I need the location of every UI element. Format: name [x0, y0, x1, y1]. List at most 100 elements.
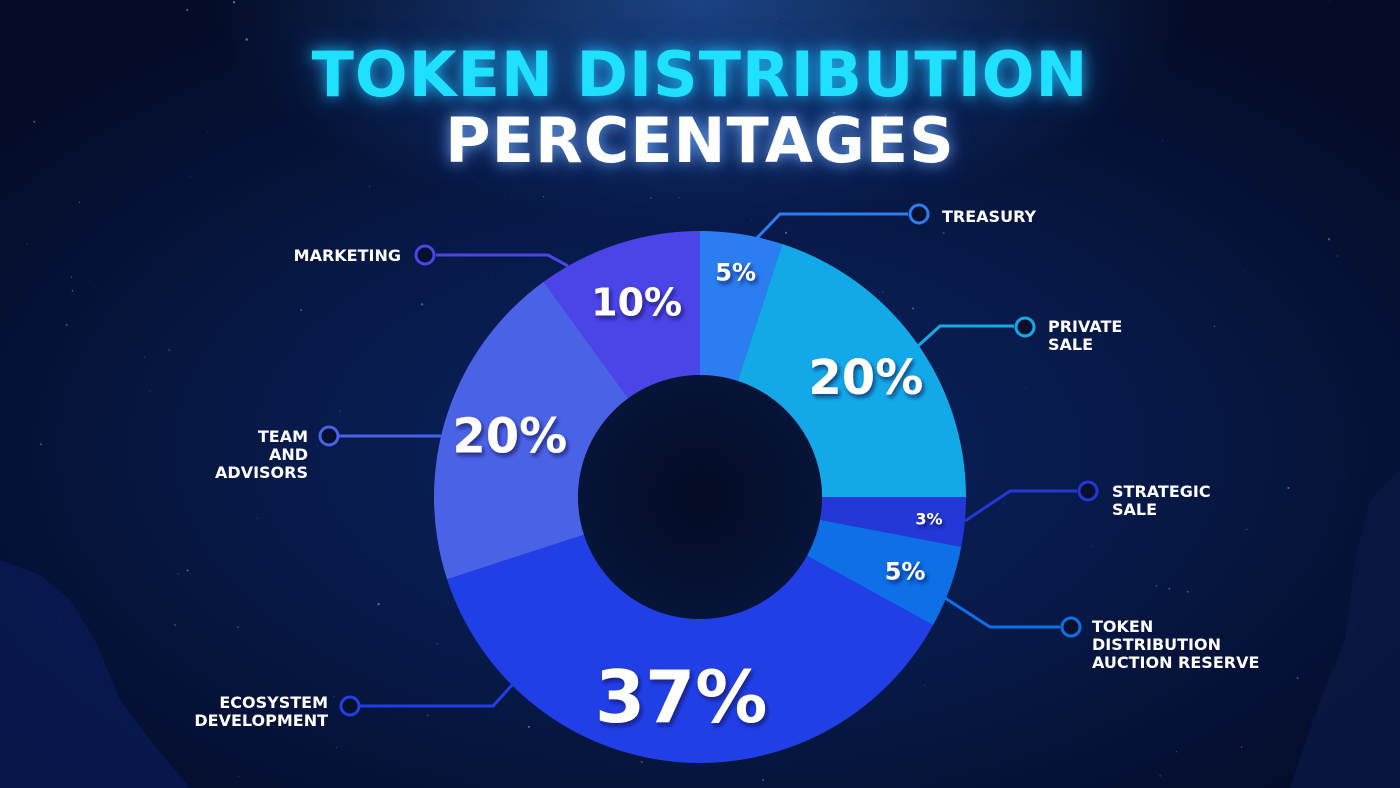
leader-line-token-distribution-auction-reserve: [944, 596, 1060, 629]
donut-hole: [578, 375, 822, 619]
star: [157, 258, 159, 259]
star: [0, 383, 1, 385]
star: [245, 38, 248, 41]
star: [354, 373, 356, 374]
star: [420, 303, 424, 306]
legend-label-line: AND: [269, 445, 308, 464]
slice-ecosystem-development: [447, 534, 934, 764]
star: [884, 114, 887, 117]
star: [939, 123, 942, 126]
star: [71, 290, 74, 292]
star: [1336, 255, 1338, 257]
star: [527, 725, 530, 728]
star: [775, 18, 777, 20]
slice-marketing: [543, 231, 700, 399]
star: [1243, 271, 1245, 272]
star: [235, 29, 237, 30]
star: [566, 175, 568, 177]
star: [1186, 590, 1189, 593]
star: [89, 279, 91, 281]
star: [503, 197, 505, 198]
star: [882, 291, 884, 293]
star: [189, 175, 192, 178]
star: [426, 714, 429, 717]
star: [436, 642, 439, 645]
star: [921, 120, 924, 123]
star: [542, 196, 544, 198]
star: [1246, 528, 1248, 531]
leader-line-strategic-sale: [964, 489, 1077, 523]
star: [18, 192, 20, 194]
star: [691, 40, 693, 42]
star: [114, 113, 115, 114]
star: [762, 779, 764, 781]
star: [1329, 0, 1331, 2]
star: [784, 231, 788, 234]
star: [173, 623, 177, 627]
title-line-2: PERCENTAGES: [445, 104, 955, 177]
star: [1345, 479, 1347, 481]
star: [257, 517, 258, 519]
slice-strategic-sale: [819, 497, 966, 547]
star: [386, 277, 388, 279]
star: [492, 275, 493, 277]
star: [647, 122, 649, 125]
star: [26, 243, 28, 245]
leader-line-marketing: [436, 253, 569, 268]
legend-label-line: DEVELOPMENT: [194, 711, 328, 730]
star: [1003, 503, 1005, 505]
star: [368, 185, 371, 188]
star: [462, 21, 464, 22]
slice-token-distribution-auction-reserve: [806, 519, 962, 626]
legend-marker-ecosystem-development: [339, 695, 361, 717]
star: [33, 120, 36, 123]
star: [176, 572, 180, 576]
star: [1251, 447, 1253, 449]
star: [1091, 545, 1093, 547]
legend-label-private-sale: PRIVATE SALE: [1048, 317, 1122, 354]
rock-silhouette-right: [1290, 470, 1400, 788]
star: [377, 602, 380, 606]
star: [474, 81, 477, 84]
star: [649, 196, 652, 200]
legend-marker-team-and-advisors: [318, 425, 340, 447]
slice-value-label-private-sale: 20%: [808, 350, 923, 406]
star: [338, 410, 341, 413]
legend-marker-private-sale: [1014, 316, 1036, 338]
legend-label-line: ADVISORS: [215, 463, 308, 482]
star: [336, 747, 338, 749]
star: [207, 131, 209, 133]
legend-marker-token-distribution-auction-reserve: [1060, 616, 1082, 638]
star: [1123, 324, 1124, 325]
legend-label-line: TEAM: [258, 427, 308, 446]
legend-marker-marketing: [414, 244, 436, 266]
slice-team-and-advisors: [433, 281, 629, 580]
star: [1161, 140, 1163, 142]
legend-label-line: TREASURY: [942, 207, 1037, 226]
legend-label-line: TOKEN: [1092, 617, 1153, 636]
leader-line-ecosystem-development: [360, 682, 515, 708]
star: [678, 196, 680, 199]
legend-label-treasury: TREASURY: [942, 207, 1037, 226]
star: [78, 201, 81, 204]
slice-value-label-treasury: 5%: [715, 258, 756, 286]
star: [919, 59, 922, 62]
star: [1327, 238, 1331, 241]
star: [1213, 325, 1216, 328]
star: [872, 67, 875, 69]
star: [1159, 774, 1162, 777]
star: [186, 569, 189, 572]
star: [615, 58, 618, 61]
legend-label-token-distribution-auction-reserve: TOKEN DISTRIBUTION AUCTION RESERVE: [1092, 617, 1259, 672]
title-line-1: TOKEN DISTRIBUTION: [311, 38, 1089, 111]
legend-label-line: SALE: [1048, 335, 1093, 354]
legend-label-marketing: MARKETING: [294, 246, 401, 265]
star: [1024, 387, 1026, 389]
star: [640, 760, 643, 764]
legend-label-ecosystem-development: ECOSYSTEM DEVELOPMENT: [194, 693, 328, 730]
star: [232, 1, 236, 4]
star: [149, 390, 151, 392]
legend-label-strategic-sale: STRATEGIC SALE: [1112, 482, 1211, 519]
